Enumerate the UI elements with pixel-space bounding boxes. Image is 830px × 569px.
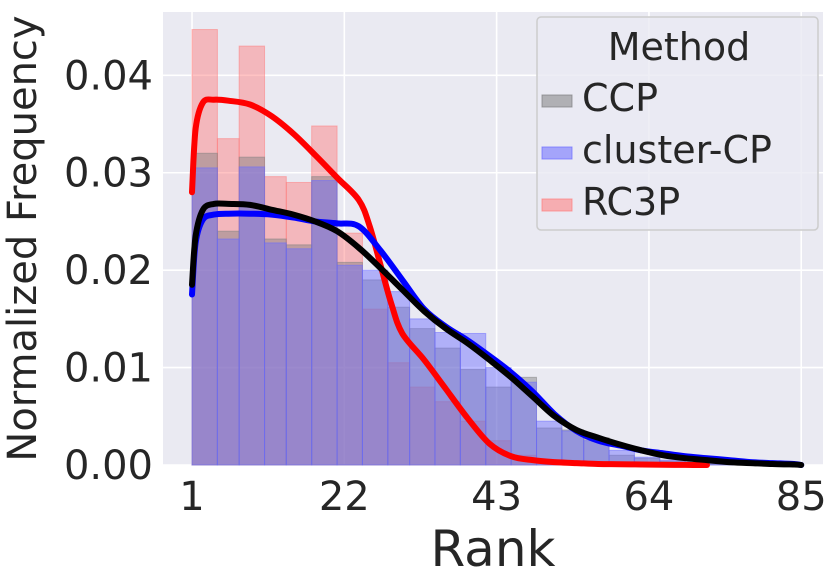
x-tick-label: 43 (471, 474, 522, 520)
kde-curves (189, 96, 805, 468)
hist-bar (285, 181, 313, 466)
legend-swatch (541, 94, 573, 108)
x-axis-label: Rank (431, 520, 556, 569)
hist-bar (311, 125, 338, 466)
kde-line-ccp (189, 200, 805, 468)
x-tick-label: 64 (623, 474, 674, 520)
hist-bar (285, 248, 313, 466)
hist-bar (336, 232, 363, 466)
legend-swatch (541, 198, 573, 212)
kde-line-rc3p (189, 96, 710, 468)
tick-labels: 0.00 0.01 0.02 0.03 0.04 1 22 43 64 85 (64, 53, 827, 520)
y-tick-label: 0.03 (64, 151, 153, 197)
legend-label: RC3P (582, 180, 680, 224)
histograms (191, 29, 784, 466)
y-tick-label: 0.01 (64, 346, 153, 392)
legend-box (536, 16, 819, 231)
x-tick-label: 1 (179, 474, 204, 520)
legend-swatch (541, 146, 573, 160)
hist-bar (216, 238, 240, 466)
legend-label: cluster-CP (582, 128, 772, 172)
y-axis-label: Normalized Frequency (0, 15, 46, 461)
legend: Method CCP cluster-CP RC3P (536, 16, 819, 231)
x-tick-label: 85 (776, 474, 827, 520)
legend-title: Method (608, 25, 751, 69)
legend-label: CCP (582, 76, 658, 120)
y-tick-label: 0.00 (64, 443, 153, 489)
legend-items: CCP cluster-CP RC3P (541, 76, 772, 224)
hist-bar (409, 318, 436, 466)
hist-bar (336, 264, 363, 466)
hist-bar (361, 269, 389, 466)
hist-bar (434, 401, 461, 466)
hist-bar (459, 332, 487, 466)
y-tick-label: 0.04 (64, 53, 153, 99)
hist-bar (264, 242, 287, 466)
y-tick-label: 0.02 (64, 248, 153, 294)
x-tick-label: 22 (319, 474, 370, 520)
